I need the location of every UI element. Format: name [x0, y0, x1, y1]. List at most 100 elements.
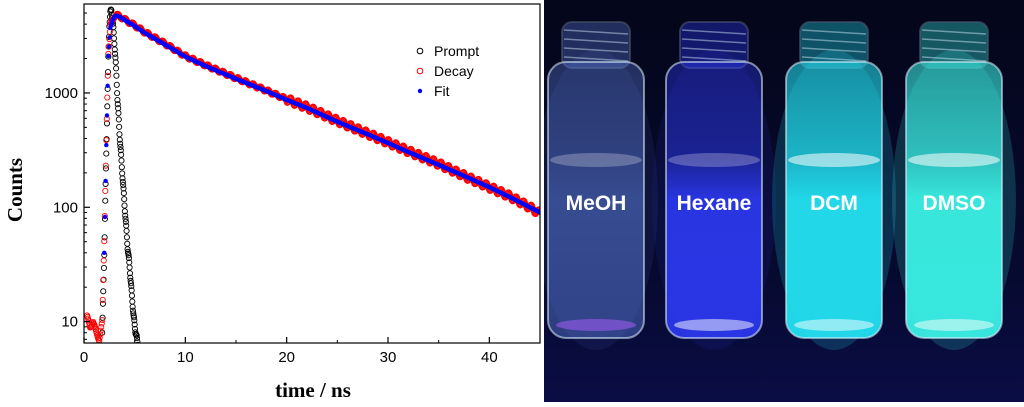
- x-axis-label: time / ns: [275, 378, 351, 402]
- prompt-point: [124, 240, 131, 247]
- prompt-point: [113, 65, 120, 72]
- prompt-point: [112, 54, 119, 61]
- fit-point: [105, 83, 110, 88]
- prompt-point: [129, 298, 136, 305]
- prompt-point: [123, 227, 130, 234]
- prompt-point: [122, 218, 129, 225]
- prompt-point: [121, 208, 128, 215]
- prompt-point: [103, 150, 110, 157]
- decay-point: [98, 323, 105, 331]
- vials-group: MeOH Hexane DCM DMSO: [534, 21, 1016, 350]
- y-axis-label: Counts: [3, 158, 27, 222]
- prompt-point: [102, 165, 110, 172]
- vial-thread: [801, 29, 867, 35]
- prompt-point: [116, 131, 123, 138]
- vial-thread: [681, 38, 747, 44]
- legend-marker-prompt: [416, 47, 424, 55]
- x-tick-label: 30: [380, 349, 397, 366]
- x-tick-label: 10: [177, 349, 194, 366]
- prompt-point: [119, 175, 126, 182]
- fit-point: [102, 250, 107, 255]
- legend-marker-decay: [416, 67, 424, 75]
- prompt-point: [122, 215, 129, 222]
- y-tick-label: 1000: [45, 85, 78, 102]
- vial-thread: [921, 56, 987, 62]
- prompt-point: [123, 234, 130, 241]
- prompt-point: [103, 120, 111, 127]
- prompt-point: [131, 321, 138, 328]
- prompt-point: [128, 283, 135, 290]
- prompt-point: [101, 234, 108, 241]
- vial-label: DMSO: [923, 192, 986, 215]
- prompt-point: [128, 292, 136, 299]
- axes: 0 10 20 30 40 10 100 1000: [45, 3, 541, 366]
- prompt-point: [119, 170, 126, 177]
- prompt-point: [111, 40, 118, 47]
- prompt-point: [119, 178, 126, 186]
- decay-point: [101, 238, 108, 245]
- vial-body: [547, 61, 645, 339]
- x-tick-label: 0: [80, 349, 88, 366]
- vial-label: Hexane: [677, 192, 752, 215]
- prompt-point: [124, 246, 131, 253]
- decay-point: [105, 43, 112, 50]
- prompt-point: [99, 314, 106, 321]
- vial-thread: [563, 56, 629, 62]
- vial-thread: [563, 29, 629, 35]
- prompt-point: [104, 68, 112, 76]
- prompt-point: [116, 123, 123, 130]
- decay-point: [99, 296, 106, 303]
- series-decay: [84, 10, 540, 343]
- vial-bottom: [914, 319, 994, 331]
- prompt-point: [112, 50, 119, 57]
- vial-thread: [801, 56, 867, 62]
- vial-hexane: Hexane: [652, 21, 776, 350]
- vial-meniscus: [668, 153, 760, 167]
- vial-thread: [801, 47, 867, 53]
- prompt-point: [121, 196, 128, 203]
- decay-point: [98, 320, 105, 327]
- prompt-point: [122, 212, 129, 219]
- vial-body: [665, 61, 763, 339]
- vial-thread: [921, 47, 987, 53]
- vial-bottom: [674, 319, 754, 331]
- prompt-point: [120, 190, 127, 197]
- prompt-point: [116, 136, 123, 143]
- prompt-point: [113, 72, 120, 79]
- prompt-point: [114, 101, 121, 108]
- legend-label-prompt: Prompt: [434, 43, 479, 59]
- prompt-point: [125, 255, 132, 262]
- legend-label-decay: Decay: [434, 63, 474, 79]
- decay-point: [100, 277, 107, 284]
- vial-bottom: [556, 319, 636, 331]
- photo-svg: MeOH Hexane DCM DMSO: [534, 0, 1024, 402]
- prompt-point: [112, 59, 119, 66]
- plot-frame: [83, 3, 541, 344]
- vial-thread: [681, 29, 747, 35]
- series-prompt: [99, 6, 141, 343]
- decay-point: [103, 137, 110, 144]
- prompt-point: [133, 335, 141, 342]
- decay-point: [97, 327, 104, 334]
- decay-point: [102, 162, 109, 169]
- vial-body: [905, 61, 1003, 339]
- prompt-point: [126, 270, 133, 277]
- legend-marker-fit: [417, 88, 423, 94]
- fit-point: [103, 178, 108, 184]
- y-tick-label: 10: [61, 314, 78, 331]
- prompt-point: [115, 116, 122, 123]
- decay-point: [102, 187, 109, 195]
- decay-point: [104, 72, 111, 79]
- vial-thread: [921, 29, 987, 35]
- fit-point: [106, 44, 112, 49]
- prompt-point: [117, 140, 124, 147]
- fit-point: [104, 142, 109, 148]
- prompt-point: [120, 185, 127, 192]
- decay-point: [100, 257, 107, 264]
- fit-point: [107, 35, 112, 40]
- legend: Prompt Decay Fit: [416, 43, 479, 99]
- fit-point: [104, 113, 110, 118]
- prompt-point: [129, 303, 136, 310]
- vial-thread: [801, 38, 867, 44]
- legend-label-fit: Fit: [434, 83, 450, 99]
